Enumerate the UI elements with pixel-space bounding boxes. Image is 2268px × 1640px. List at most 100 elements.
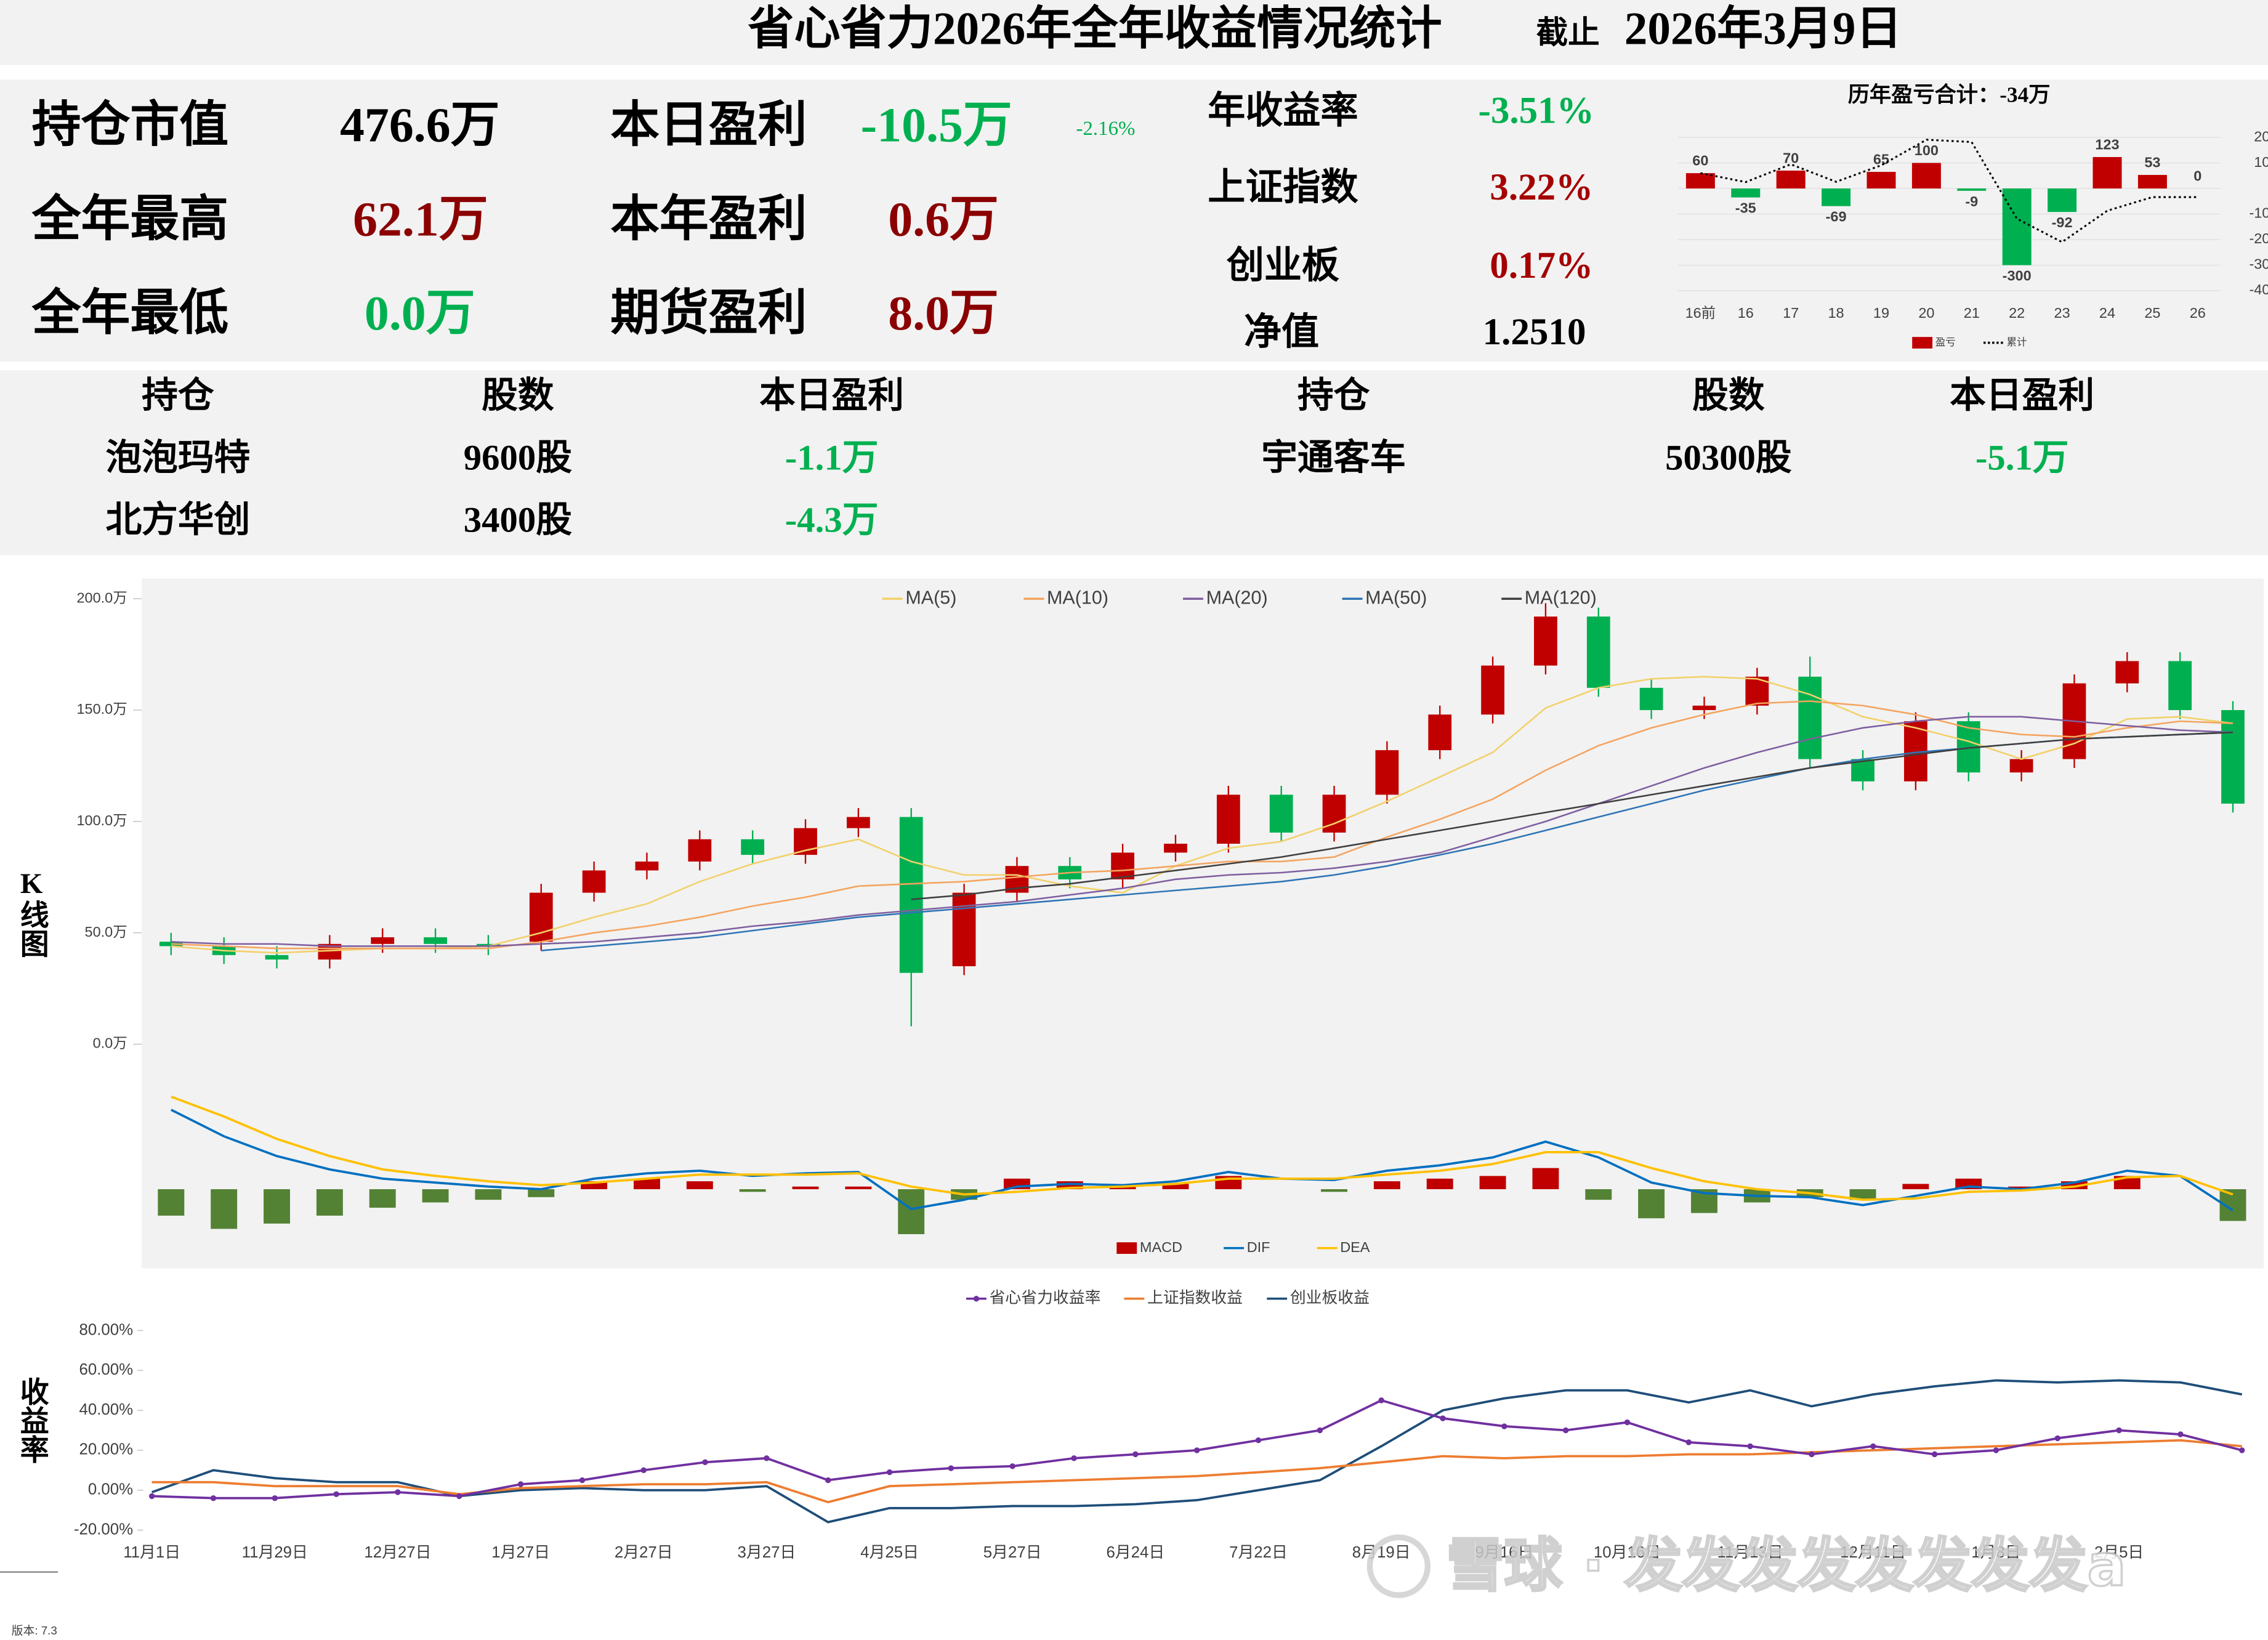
point (1378, 1397, 1384, 1404)
table-header: 本日盈利 (759, 376, 904, 416)
macd-bar (369, 1189, 396, 1208)
candle-body (635, 861, 659, 871)
candle-body (1586, 616, 1610, 688)
x-tick-label: 12月27日 (364, 1544, 431, 1561)
holdings-panel (0, 370, 2268, 555)
point (1685, 1439, 1692, 1445)
legend-label: 累计 (2007, 337, 2027, 348)
return-label: 上证指数 (1208, 166, 1358, 208)
x-tick-label: 2月5日 (2094, 1544, 2144, 1561)
x-tick-label: 11月1日 (123, 1544, 180, 1561)
y-tick-label: 50.0万 (85, 924, 127, 940)
y-tick-label: 20.00% (79, 1441, 133, 1458)
point (2239, 1447, 2245, 1453)
moving-average (171, 716, 2233, 947)
x-tick-label: 1月27日 (491, 1544, 550, 1561)
point (1440, 1415, 1446, 1421)
candle-body (1216, 794, 1240, 844)
x-tick-label: 26 (2190, 305, 2206, 321)
stat-label: 持仓市值 (32, 99, 228, 153)
y-tick-label: 100 (2254, 154, 2268, 170)
side-label: K线图 (15, 868, 48, 958)
x-tick-label: 21 (1964, 305, 1980, 321)
point (579, 1477, 586, 1484)
x-tick-label: 25 (2144, 305, 2160, 321)
data-label: 123 (2095, 136, 2119, 152)
macd-bar (1849, 1189, 1876, 1200)
legend-label: MA(10) (1047, 587, 1108, 608)
table-cell: 9600股 (464, 438, 572, 478)
data-label: 70 (1783, 150, 1799, 166)
candle-body (477, 943, 500, 947)
candle-body (1798, 676, 1822, 759)
stat-value: 62.1万 (353, 192, 488, 246)
stat-value: -10.5万 (861, 99, 1012, 153)
legend-marker (973, 1296, 980, 1302)
table-cell: 3400股 (464, 500, 572, 540)
macd-bar (528, 1189, 555, 1197)
candle-body (846, 817, 870, 828)
macd-bar (422, 1189, 449, 1203)
macd-bar (1109, 1186, 1136, 1189)
candle-body (1375, 750, 1399, 795)
point (395, 1489, 401, 1495)
point (2116, 1427, 2122, 1434)
point (1993, 1447, 2000, 1453)
point (1009, 1463, 1015, 1469)
candle-body (741, 839, 765, 855)
y-tick-label: 150.0万 (76, 701, 127, 717)
bar (1776, 171, 1806, 189)
candle-body (2168, 661, 2192, 711)
bar (1822, 188, 1851, 206)
candle-body (2009, 759, 2033, 773)
data-label: 53 (2144, 154, 2160, 170)
candle-body (1428, 714, 1452, 751)
stat-value: 0.6万 (888, 192, 999, 246)
x-tick-label: 16 (1738, 305, 1754, 321)
indicator-line (171, 1095, 2234, 1202)
macd-bar (1321, 1189, 1347, 1192)
return-value: 3.22% (1490, 167, 1593, 208)
candle-body (371, 937, 395, 944)
data-label: -35 (1735, 200, 1756, 216)
candle-body (2115, 661, 2139, 684)
legend-label: MA(5) (905, 587, 956, 608)
table-cell: -5.1万 (1975, 438, 2069, 478)
as-of-date: 2026年3月9日 (1624, 3, 1902, 54)
x-tick-label: 19 (1873, 305, 1889, 321)
legend-label: MA(120) (1525, 587, 1597, 608)
bar (1731, 188, 1761, 198)
x-tick-label: 4月25日 (860, 1544, 919, 1561)
return-label: 年收益率 (1208, 90, 1358, 132)
data-label: 0 (2193, 168, 2201, 184)
side-label: 收益率 (15, 1377, 48, 1464)
macd-bar (686, 1181, 713, 1189)
bar (2002, 188, 2032, 265)
x-tick-label: 7月22日 (1229, 1544, 1288, 1561)
table-header: 持仓 (1297, 376, 1370, 416)
stat-pct: -2.16% (1076, 118, 1136, 140)
return-value: -3.51% (1479, 91, 1594, 132)
x-tick-label: 17 (1783, 305, 1799, 321)
macd-bar (1585, 1189, 1612, 1200)
point (825, 1477, 831, 1484)
x-tick-label: 3月27日 (738, 1544, 796, 1561)
summary-panel (0, 79, 2268, 362)
y-tick-label: -100 (2249, 205, 2268, 221)
stat-value: 8.0万 (888, 286, 999, 341)
point (2054, 1435, 2060, 1442)
macd-bar (1426, 1178, 1453, 1189)
macd-bar (792, 1186, 819, 1189)
legend-label: 盈亏 (1935, 337, 1956, 348)
y-tick-label: -400 (2249, 281, 2268, 297)
bar (1866, 172, 1896, 189)
candle-body (265, 955, 289, 960)
macd-bar (845, 1186, 872, 1189)
macd-bar (264, 1189, 290, 1224)
point (517, 1481, 524, 1487)
point (1317, 1427, 1323, 1434)
candle-body (424, 937, 447, 944)
macd-bar (634, 1178, 660, 1189)
bar (2048, 188, 2077, 212)
